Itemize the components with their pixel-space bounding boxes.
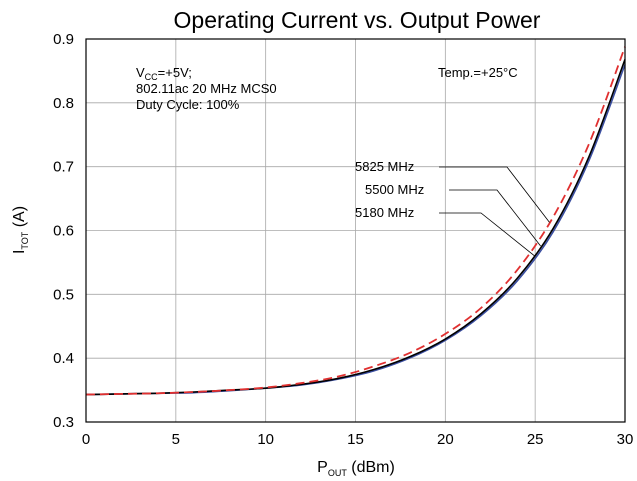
y-tick-label: 0.7 (53, 159, 74, 176)
series-label: 5500 MHz (365, 182, 424, 197)
x-tick-label: 0 (82, 431, 90, 448)
y-axis-label: ITOT (A) (11, 206, 30, 254)
condition-vcc: VCC=+5V; (136, 65, 192, 82)
y-tick-label: 0.4 (53, 350, 74, 367)
y-tick-label: 0.8 (53, 95, 74, 112)
chart-title: Operating Current vs. Output Power (174, 7, 541, 33)
y-axis-label-sub: TOT (20, 231, 30, 249)
condition-vcc-main: V (136, 65, 145, 80)
series-labels: 5825 MHz 5500 MHz 5180 MHz (355, 159, 550, 257)
condition-vcc-value: =+5V; (158, 65, 192, 80)
condition-vcc-sub: CC (145, 72, 158, 82)
y-tick-label: 0.6 (53, 223, 74, 240)
x-tick-label: 25 (527, 431, 544, 448)
x-tick-label: 15 (347, 431, 364, 448)
x-tick-label: 5 (172, 431, 180, 448)
y-axis-label-suffix: (A) (11, 206, 28, 232)
series-leader-line (439, 166, 550, 223)
y-tick-label: 0.5 (53, 286, 74, 303)
series-leader-line (449, 189, 541, 247)
x-axis-label-sub: OUT (328, 468, 348, 478)
x-axis-label: POUT (dBm) (317, 459, 395, 478)
series-layer (85, 46, 626, 396)
y-axis-label-main: I (11, 250, 28, 254)
series-line-5825-mhz (85, 46, 626, 396)
condition-duty: Duty Cycle: 100% (136, 97, 240, 112)
y-tick-label: 0.3 (53, 414, 74, 431)
x-axis-label-main: P (317, 459, 328, 476)
plot-frame (85, 38, 626, 423)
x-tick-label: 20 (437, 431, 454, 448)
x-tick-label: 10 (257, 431, 274, 448)
y-tick-label: 0.9 (53, 31, 74, 48)
series-label: 5825 MHz (355, 159, 414, 174)
series-leader-line (439, 212, 536, 257)
condition-mode: 802.11ac 20 MHz MCS0 (136, 81, 277, 96)
x-axis-label-suffix: (dBm) (347, 459, 395, 476)
y-tick-labels: 0.3 0.4 0.5 0.6 0.7 0.8 0.9 (53, 31, 74, 431)
temperature-note: Temp.=+25°C (438, 65, 518, 80)
series-label: 5180 MHz (355, 205, 414, 220)
x-tick-labels: 0 5 10 15 20 25 30 (82, 431, 634, 448)
x-tick-label: 30 (617, 431, 634, 448)
